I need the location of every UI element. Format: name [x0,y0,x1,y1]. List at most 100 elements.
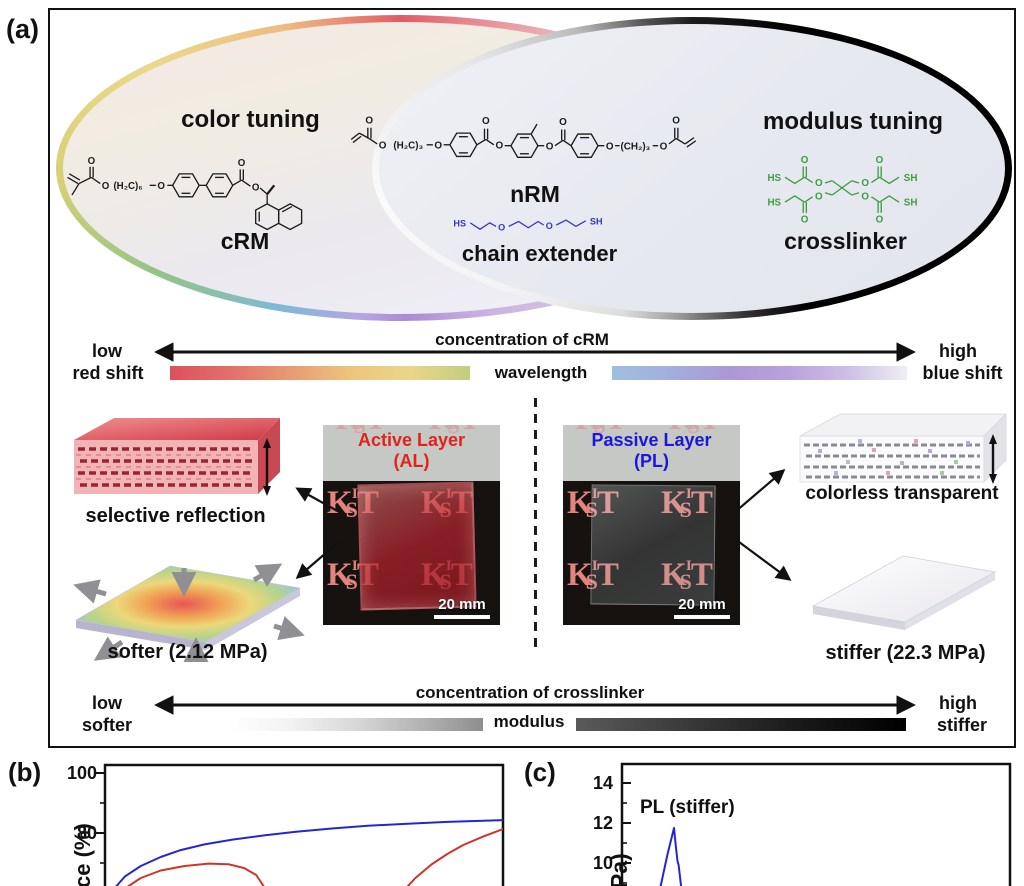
hs-group: HS [767,198,781,209]
o-atom: O [546,141,554,152]
crm-label: cRM [220,228,270,254]
o-atom: O [861,191,869,202]
photo-divider-dashed-line [534,398,537,648]
nrm-chain-right: (CH₂)₃ [620,141,650,152]
svg-text:100: 100 [67,763,97,783]
kist-watermark: K IS T [429,425,481,438]
kist-watermark: K IS T [335,425,387,438]
o-atom: O [801,215,809,226]
o-atom: O [801,155,809,166]
nrm-label: nRM [510,181,560,207]
al-scale-bar: 20 mm [434,596,490,619]
crm-structure: O O (H₂C)₆ O O O [67,156,303,231]
o-atom: O [157,181,165,192]
crosslinker-axis-high: high [939,693,977,713]
pl-photo: K IS T K IS T Passive Layer (PL) K IS T … [563,425,740,625]
o-atom: O [861,178,869,189]
crosslinker-label: crosslinker [784,228,907,254]
panel-c-label: (c) [524,757,556,787]
sh-group: SH [904,173,918,184]
wavelength-gradient-blue [612,366,907,380]
hs-group: HS [767,173,781,184]
chart-c-annotation: PL (stiffer) [640,797,735,818]
o-atom: O [876,155,884,166]
crm-axis-arrow [154,342,916,362]
modulus-gradient-dark [576,718,906,731]
panel-a-frame [48,8,1016,748]
selective-reflection-label: selective reflection [85,505,266,527]
selective-reflection-slab [74,418,280,496]
o-atom: O [606,141,614,152]
chart-b-ylabel: ce (%) [70,823,95,886]
o-atom: O [546,221,553,231]
modulus-tuning-ellipse [372,17,1012,320]
pl-sample-area: K IS T K IS T K IS T K IS T 20 mm [563,481,740,625]
softer-slab [73,563,305,662]
crosslinker-axis-arrow [154,695,916,715]
kist-watermark: K IS T [669,425,721,438]
al-sample-area: K IS T K IS T K IS T K IS T 20 mm [323,481,500,625]
chain-extender-label: chain extender [461,241,618,266]
hs-group: HS [453,218,466,228]
panel-b-label: (b) [8,757,42,787]
pl-scale-bar: 20 mm [674,596,730,619]
o-atom: O [482,116,490,127]
kist-watermark: K IS T [567,557,619,593]
o-atom: O [495,140,503,151]
svg-text:12: 12 [593,813,613,833]
crosslinker-axis-low: low [92,693,122,713]
o-atom: O [379,140,387,151]
kist-watermark: K IS T [567,485,619,521]
modulus-label: modulus [493,712,565,731]
pl-photo-title: Passive Layer (PL) [591,430,712,471]
pl-film [590,484,716,606]
kist-watermark: K IS T [575,425,627,438]
modulus-tuning-title: modulus tuning [763,108,943,135]
modulus-gradient-light [228,718,483,731]
o-atom: O [365,115,373,126]
chart-c-ylabel: Pa) [606,853,632,886]
o-atom: O [252,183,260,194]
o-atom: O [498,223,505,233]
colorless-slab [799,413,1007,484]
svg-text:14: 14 [593,773,613,793]
al-photo: K IS T K IS T Active Layer (AL) K IS T K… [323,425,500,625]
o-atom: O [434,140,442,151]
o-atom: O [815,178,823,189]
crm-axis-redshift: red shift [72,363,144,383]
wavelength-label: wavelength [494,363,588,382]
al-photo-title: Active Layer (AL) [357,430,466,471]
sh-group: SH [590,216,603,226]
colorless-label: colorless transparent [805,483,999,504]
nrm-structure: O O (H₂C)₃ O O O O O O (CH₂)₃ O O [350,115,697,159]
kist-watermark: K IS T [661,559,713,593]
kist-watermark: K IS T [661,487,713,521]
o-atom: O [660,141,668,152]
o-atom: O [876,215,884,226]
crosslinker-structure: O O O O O O O O HS HS SH SH [767,155,918,226]
stiffer-slab [811,555,997,630]
crm-chain-unit: (H₂C)₆ [113,181,142,192]
o-atom: O [672,115,680,126]
wavelength-gradient-red [170,366,470,380]
crm-axis-high: high [939,341,977,361]
color-tuning-title: color tuning [181,106,320,133]
modulus-tuning-ellipse-fill [379,24,1005,313]
al-film [357,481,477,611]
sh-group: SH [904,198,918,209]
nrm-chain-left: (H₂C)₃ [393,140,423,151]
crm-axis-low: low [92,341,122,361]
softer-label: softer (2.12 MPa) [107,641,268,663]
chain-extender-structure: HS O O SH [453,216,603,233]
crosslinker-axis-softer: softer [81,715,132,735]
o-atom: O [102,181,110,192]
o-atom: O [559,117,567,128]
panel-a-label: (a) [6,14,39,44]
crosslinker-axis-stiffer: stiffer [936,715,987,735]
o-atom: O [815,191,823,202]
stiffer-label: stiffer (22.3 MPa) [825,642,986,664]
o-atom: O [88,156,96,167]
